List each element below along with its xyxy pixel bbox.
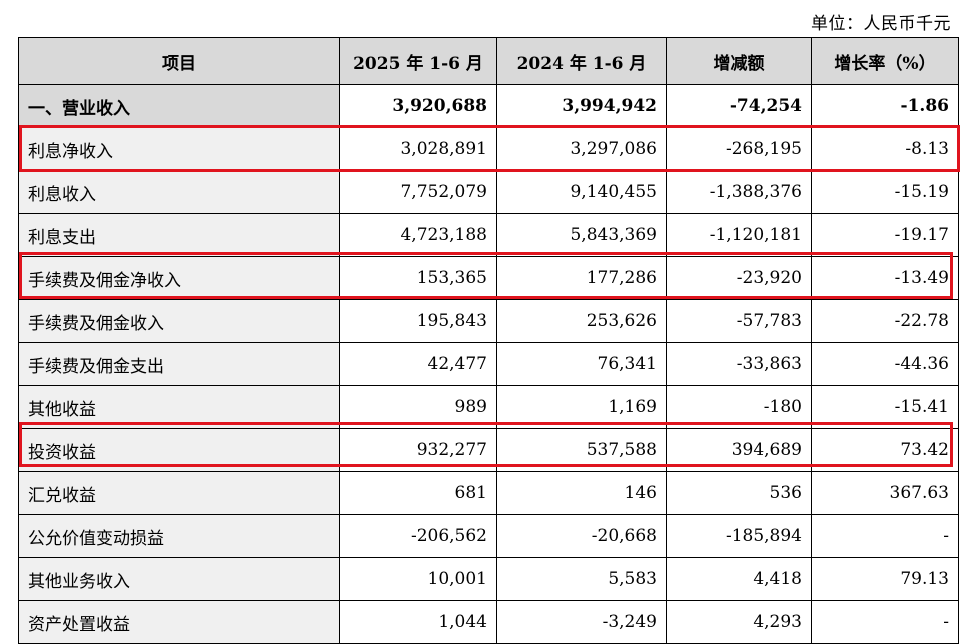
cell-rate: -15.19 [811,170,959,214]
cell-change: -74,254 [666,84,812,128]
cell-item: 汇兑收益 [18,471,340,515]
cell-change: 394,689 [666,428,812,472]
cell-item: 其他收益 [18,385,340,429]
table-row: 利息支出 4,723,188 5,843,369 -1,120,181 -19.17 [18,213,959,257]
cell-2025: 153,365 [339,256,497,300]
cell-rate: 73.42 [811,428,959,472]
header-change: 增减额 [666,37,812,85]
cell-2024: 3,994,942 [496,84,667,128]
income-table: 项目 2025 年 1-6 月 2024 年 1-6 月 增减额 增长率（%） … [18,37,959,644]
cell-rate: -8.13 [811,127,959,171]
cell-item: 手续费及佣金支出 [18,342,340,386]
cell-2024: 177,286 [496,256,667,300]
cell-change: -185,894 [666,514,812,558]
header-rate: 增长率（%） [811,37,959,85]
cell-rate: -13.49 [811,256,959,300]
cell-2024: 253,626 [496,299,667,343]
cell-item: 一、营业收入 [18,84,340,128]
cell-2025: 195,843 [339,299,497,343]
table-row: 资产处置收益 1,044 -3,249 4,293- [18,600,959,644]
cell-change: 536 [666,471,812,515]
cell-2025: 1,044 [339,600,497,644]
table-row: 其他收益 989 1,169 -180 -15.41 [18,385,959,429]
header-2024: 2024 年 1-6 月 [496,37,667,85]
cell-2024: 5,583 [496,557,667,601]
cell-change: -1,120,181 [666,213,812,257]
table-row: 一、营业收入 3,920,688 3,994,942 -74,254 -1.86 [18,84,959,128]
cell-change: -57,783 [666,299,812,343]
cell-change: -268,195 [666,127,812,171]
cell-change: -1,388,376 [666,170,812,214]
cell-rate: - [811,600,959,644]
cell-item: 手续费及佣金净收入 [18,256,340,300]
table-row: 投资收益 932,277 537,588 394,689 73.42 [18,428,959,472]
cell-rate: - [811,514,959,558]
cell-change: 4,293 [666,600,812,644]
cell-item: 投资收益 [18,428,340,472]
cell-change: -33,863 [666,342,812,386]
cell-2025: 7,752,079 [339,170,497,214]
cell-rate: -1.86 [811,84,959,128]
cell-rate: -44.36 [811,342,959,386]
cell-2024: -20,668 [496,514,667,558]
cell-item: 其他业务收入 [18,557,340,601]
cell-2024: 5,843,369 [496,213,667,257]
cell-change: -180 [666,385,812,429]
cell-item: 利息净收入 [18,127,340,171]
header-2025: 2025 年 1-6 月 [339,37,497,85]
cell-rate: 367.63 [811,471,959,515]
table-row: 手续费及佣金净收入 153,365 177,286 -23,920 -13.49 [18,256,959,300]
cell-2024: 146 [496,471,667,515]
cell-2024: 1,169 [496,385,667,429]
cell-2025: 3,920,688 [339,84,497,128]
cell-item: 资产处置收益 [18,600,340,644]
cell-2024: 76,341 [496,342,667,386]
cell-item: 利息收入 [18,170,340,214]
cell-change: 4,418 [666,557,812,601]
unit-label: 单位：人民币千元 [811,14,951,34]
cell-2024: 537,588 [496,428,667,472]
table-row: 利息收入 7,752,079 9,140,455 -1,388,376 -15.19 [18,170,959,214]
cell-2025: 681 [339,471,497,515]
cell-item: 公允价值变动损益 [18,514,340,558]
table-row: 汇兑收益 681 146 536 367.63 [18,471,959,515]
table-row: 其他业务收入 10,001 5,583 4,418 79.13 [18,557,959,601]
cell-2025: 3,028,891 [339,127,497,171]
table-row: 利息净收入 3,028,891 3,297,086 -268,195 -8.13 [18,127,959,171]
cell-2024: -3,249 [496,600,667,644]
cell-2025: 932,277 [339,428,497,472]
cell-2024: 9,140,455 [496,170,667,214]
cell-2025: 42,477 [339,342,497,386]
cell-2025: 4,723,188 [339,213,497,257]
cell-rate: 79.13 [811,557,959,601]
cell-rate: -22.78 [811,299,959,343]
cell-item: 手续费及佣金收入 [18,299,340,343]
cell-item: 利息支出 [18,213,340,257]
table-row: 手续费及佣金收入 195,843 253,626 -57,783 -22.78 [18,299,959,343]
cell-change: -23,920 [666,256,812,300]
header-item: 项目 [18,37,340,85]
table-row: 手续费及佣金支出 42,477 76,341 -33,863 -44.36 [18,342,959,386]
table-header-row: 项目 2025 年 1-6 月 2024 年 1-6 月 增减额 增长率（%） [18,37,959,85]
cell-2025: 989 [339,385,497,429]
cell-2025: -206,562 [339,514,497,558]
cell-2024: 3,297,086 [496,127,667,171]
cell-rate: -19.17 [811,213,959,257]
cell-rate: -15.41 [811,385,959,429]
table-row: 公允价值变动损益 -206,562 -20,668 -185,894- [18,514,959,558]
cell-2025: 10,001 [339,557,497,601]
